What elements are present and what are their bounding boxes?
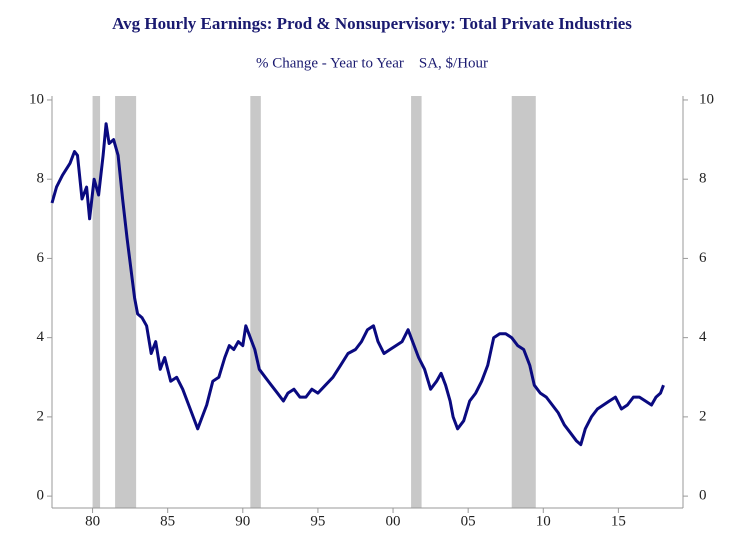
y2-tick-label: 10 xyxy=(699,91,714,107)
x-tick-label: 80 xyxy=(85,513,100,529)
recession-band xyxy=(92,96,101,508)
recession-band xyxy=(511,96,536,508)
x-tick-label: 00 xyxy=(386,513,401,529)
y2-tick-label: 2 xyxy=(699,408,707,424)
x-tick-label: 95 xyxy=(310,513,325,529)
y-tick-label: 8 xyxy=(37,171,45,187)
chart-title: Avg Hourly Earnings: Prod & Nonsuperviso… xyxy=(112,14,632,33)
recession-band xyxy=(115,96,137,508)
y-tick-label: 6 xyxy=(37,250,45,266)
chart-subtitle: % Change - Year to Year SA, $/Hour xyxy=(256,55,488,71)
x-tick-label: 05 xyxy=(461,513,476,529)
recession-band xyxy=(411,96,422,508)
y2-tick-label: 8 xyxy=(699,171,707,187)
y2-tick-label: 6 xyxy=(699,250,707,266)
y-tick-label: 2 xyxy=(37,408,45,424)
y-tick-label: 10 xyxy=(29,91,44,107)
y2-tick-label: 0 xyxy=(699,488,707,504)
data-line xyxy=(50,122,665,447)
y2-tick-label: 4 xyxy=(699,329,707,345)
x-tick-label: 85 xyxy=(160,513,175,529)
recession-band xyxy=(250,96,261,508)
x-tick-label: 15 xyxy=(611,513,626,529)
y-tick-label: 4 xyxy=(37,329,45,345)
x-tick-label: 10 xyxy=(536,513,551,529)
x-tick-label: 90 xyxy=(235,513,250,529)
y-tick-label: 0 xyxy=(37,488,45,504)
